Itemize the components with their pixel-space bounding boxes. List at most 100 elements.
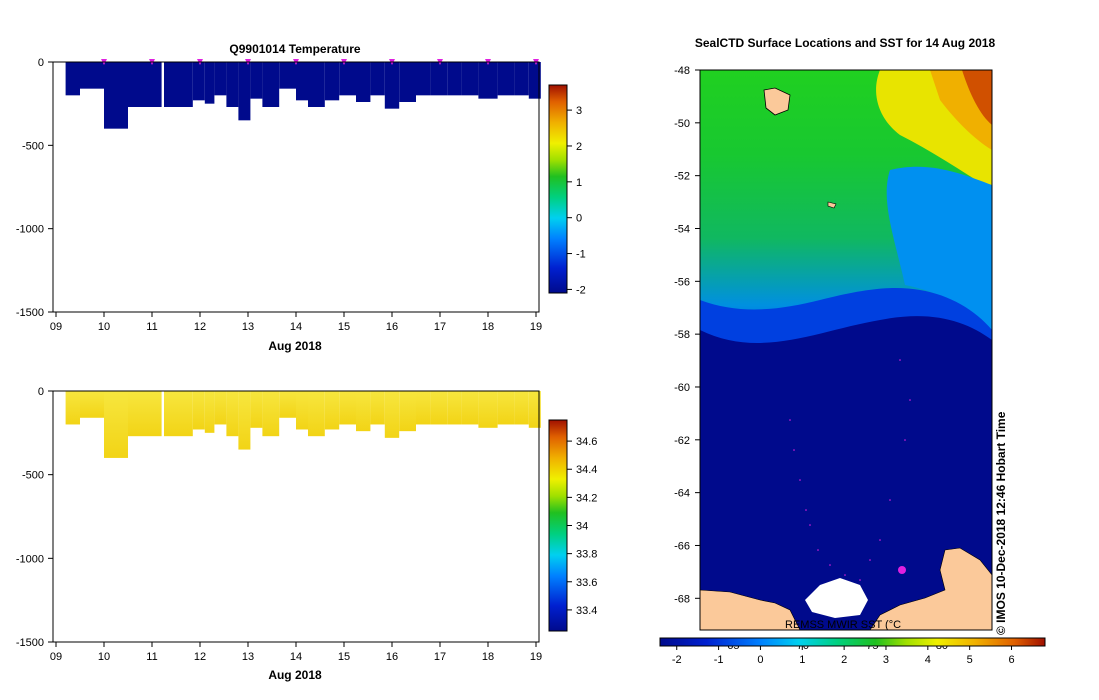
salinity-x-axis: 09 10 11 12 13 14 15 16 17 18 19 — [50, 642, 542, 663]
y-tick-label: -1000 — [16, 224, 44, 236]
colorbar-tick-label: -1 — [576, 249, 586, 261]
lat-tick-label: -58 — [674, 329, 690, 341]
lat-tick-label: -62 — [674, 435, 690, 447]
profile-bar — [399, 391, 416, 432]
profile-bar — [279, 62, 296, 89]
x-tick-label: 16 — [386, 651, 398, 663]
y-tick-label: -1500 — [16, 637, 44, 649]
map-credit: REMSS MWIR SST (°C — [785, 619, 901, 631]
x-tick-label: 09 — [50, 651, 62, 663]
colorbar-tick-label: -2 — [576, 284, 586, 296]
profile-bar — [308, 62, 325, 107]
profile-bar — [128, 391, 162, 437]
profile-bar — [478, 62, 498, 99]
map-frame — [699, 69, 993, 631]
profile-bar — [478, 391, 498, 428]
lat-tick-label: -66 — [674, 540, 690, 552]
sst-colorbar-tick-label: -2 — [672, 654, 682, 666]
profile-bar — [214, 62, 227, 96]
x-tick-label: 09 — [50, 321, 62, 333]
x-tick-label: 16 — [386, 321, 398, 333]
profile-bar — [370, 62, 385, 96]
profile-bar — [430, 62, 448, 96]
temperature-y-axis: 0 -500 -1000 -1500 — [16, 57, 53, 319]
profile-bar — [514, 62, 529, 96]
profile-bar — [339, 391, 356, 425]
profile-bar — [250, 391, 263, 428]
colorbar-tick-label: 34.4 — [576, 464, 597, 476]
lat-tick-label: -60 — [674, 382, 690, 394]
colorbar-tick-label: 2 — [576, 141, 582, 153]
sst-field: REMSS MWIR SST (°C — [700, 70, 992, 631]
x-tick-label: 15 — [338, 651, 350, 663]
colorbar-tick-label: 34 — [576, 521, 588, 533]
salinity-x-label: Aug 2018 — [268, 668, 322, 682]
profile-bar — [104, 391, 128, 458]
profile-bar — [214, 391, 227, 425]
temperature-colorbar — [548, 84, 568, 294]
profile-bar — [384, 391, 400, 438]
profile-bar — [262, 391, 280, 437]
profile-bar — [226, 62, 239, 107]
lat-tick-label: -48 — [674, 65, 690, 77]
profile-bar — [461, 62, 479, 96]
x-tick-label: 18 — [482, 651, 494, 663]
temperature-x-label: Aug 2018 — [268, 339, 322, 353]
profile-bar — [279, 391, 296, 418]
profile-bar — [104, 62, 128, 129]
profile-bar — [324, 62, 340, 101]
profile-bar — [204, 62, 215, 104]
profile-bar — [356, 391, 371, 432]
x-tick-label: 10 — [98, 321, 110, 333]
colorbar-tick-label: 1 — [576, 177, 582, 189]
profile-bar — [192, 62, 205, 101]
profile-bar — [416, 62, 431, 96]
profile-bar — [238, 62, 251, 121]
sst-colorbar-tick-label: 4 — [925, 654, 931, 666]
profile-bar — [296, 391, 308, 430]
colorbar-tick-label: 0 — [576, 213, 582, 225]
sst-colorbar-ticks: -2 -1 0 1 2 3 4 5 6 — [672, 646, 1015, 666]
x-tick-label: 12 — [194, 321, 206, 333]
x-tick-label: 10 — [98, 651, 110, 663]
x-tick-label: 17 — [434, 321, 446, 333]
profile-bar — [80, 391, 104, 418]
salinity-colorbar-ticks: 34.6 34.4 34.2 34 33.8 33.6 33.4 — [567, 436, 597, 617]
profile-bar — [296, 62, 308, 101]
profile-bar — [192, 391, 205, 430]
imos-caption: © IMOS 10-Dec-2018 12:46 Hobart Time — [994, 411, 1008, 635]
profile-bar — [497, 62, 515, 96]
y-tick-label: -1500 — [16, 307, 44, 319]
colorbar-tick-label: 34.6 — [576, 436, 597, 448]
profile-bar — [164, 391, 193, 437]
sst-colorbar — [659, 637, 1046, 647]
colorbar-tick-label: 33.6 — [576, 577, 597, 589]
map-latitude-axis: -48 -50 -52 -54 -56 -58 -60 -62 -64 -66 -68 — [674, 65, 700, 605]
profile-bar — [497, 391, 515, 425]
temperature-colorbar-ticks: -2 -1 0 1 2 3 — [567, 105, 586, 296]
lat-tick-label: -56 — [674, 276, 690, 288]
x-tick-label: 11 — [146, 651, 157, 663]
profile-bar — [65, 62, 80, 96]
sst-colorbar-tick-label: 3 — [883, 654, 889, 666]
x-tick-label: 11 — [146, 321, 157, 333]
x-tick-label: 17 — [434, 651, 446, 663]
x-tick-label: 12 — [194, 651, 206, 663]
salinity-profiles — [65, 391, 541, 458]
profile-bar — [324, 391, 340, 430]
sst-colorbar-tick-label: 2 — [841, 654, 847, 666]
temperature-panel: Q9901014 Temperature 0 -500 -1000 -1500 09 1… — [16, 42, 586, 353]
lat-tick-label: -52 — [674, 171, 690, 183]
profile-bar — [339, 62, 356, 96]
x-tick-label: 13 — [242, 651, 254, 663]
y-tick-label: -500 — [22, 140, 44, 152]
profile-bar — [370, 391, 385, 425]
temperature-title: Q9901014 Temperature — [229, 42, 361, 56]
profile-bar — [128, 62, 162, 107]
y-tick-label: 0 — [38, 386, 44, 398]
sst-colorbar-tick-label: 0 — [757, 654, 763, 666]
profile-bar — [238, 391, 251, 450]
x-tick-label: 13 — [242, 321, 254, 333]
profile-bar — [250, 62, 263, 99]
